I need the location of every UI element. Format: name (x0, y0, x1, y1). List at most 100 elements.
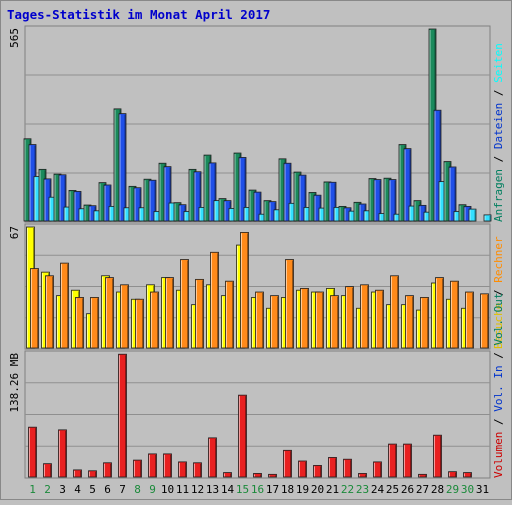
bar-rechner-day-5-face (90, 297, 99, 349)
panel-1: 565 Anfragen / Dateien / Seiten (8, 25, 505, 223)
bar-dateien-day-8-face (133, 187, 142, 222)
bar-rechner-day-21-face (330, 295, 339, 349)
bar-rechner-day-17 (270, 295, 279, 349)
panel-1-legend-text: Anfragen / Dateien / Seiten (492, 43, 505, 222)
bar-volumen-day-8-face (133, 459, 142, 478)
bar-rechner-day-8 (135, 298, 144, 349)
bar-rechner-day-28-face (435, 277, 444, 349)
bar-volumen-day-2-face (43, 463, 52, 478)
x-tick-label-24: 24 (371, 483, 385, 496)
panel-2-legend: Besuche / Rechner (492, 236, 505, 349)
bar-volumen-day-4-face (73, 469, 82, 478)
bar-rechner-day-21 (330, 295, 339, 349)
bar-volumen-day-17-face (268, 473, 277, 478)
bar-rechner-day-27-face (420, 297, 429, 349)
bar-rechner-day-15 (240, 232, 249, 349)
bar-rechner-day-3-face (60, 262, 69, 349)
x-tick-label-13: 13 (206, 483, 219, 496)
bar-rechner-day-16 (255, 291, 264, 349)
chart-panels: 565 Anfragen / Dateien / Seiten 67 Besuche … (8, 25, 505, 479)
bar-rechner-day-18-face (285, 259, 294, 349)
bar-volumen-day-21-face (328, 457, 337, 478)
bar-dateien-day-26-face (403, 148, 412, 222)
legend-separator: / (492, 346, 505, 366)
bar-seiten-day-31-face (483, 214, 492, 222)
panel-1-max-label: 565 (8, 28, 21, 48)
bar-rechner-day-28 (435, 277, 444, 349)
bar-rechner-day-19-face (300, 288, 309, 349)
bar-volumen-day-14-face (223, 472, 232, 478)
x-tick-label-23: 23 (356, 483, 369, 496)
bar-volumen-day-29-face (448, 471, 457, 478)
bar-volumen-day-23-face (358, 473, 367, 478)
bar-rechner-day-30 (465, 291, 474, 349)
x-tick-label-25: 25 (386, 483, 399, 496)
bar-dateien-day-15-face (238, 157, 247, 222)
bar-volumen-day-27 (418, 473, 427, 478)
legend-item-rechner: Rechner (492, 236, 505, 283)
legend-separator: / (492, 412, 505, 432)
bar-rechner-day-15-face (240, 232, 249, 349)
bar-rechner-day-10 (165, 277, 174, 349)
legend-item-volout: Vol. Out (492, 293, 505, 346)
bar-volumen-day-14 (223, 472, 232, 478)
x-tick-label-31: 31 (476, 483, 489, 496)
bar-seiten-day-31 (483, 214, 492, 222)
x-tick-label-7: 7 (119, 483, 126, 496)
bar-rechner-day-7 (120, 284, 129, 349)
bar-volumen-day-22-face (343, 458, 352, 478)
bar-volumen-day-9-face (148, 453, 157, 478)
x-tick-label-18: 18 (281, 483, 294, 496)
legend-separator: / (492, 149, 505, 169)
bar-rechner-day-6-face (105, 277, 114, 349)
bar-dateien-day-3-face (58, 174, 67, 222)
x-tick-label-8: 8 (134, 483, 141, 496)
bar-rechner-day-22 (345, 286, 354, 349)
bar-volumen-day-20-face (313, 465, 322, 478)
legend-item-seiten: Seiten (492, 43, 505, 83)
legend-separator: / (492, 83, 505, 103)
x-tick-label-21: 21 (326, 483, 339, 496)
bar-volumen-day-12 (193, 462, 202, 478)
bar-volumen-day-3-face (58, 429, 67, 478)
bar-dateien-day-13-face (208, 162, 217, 222)
bar-volumen-day-19-face (298, 460, 307, 478)
legend-item-besuche: Besuche (492, 303, 505, 349)
x-tick-label-6: 6 (104, 483, 111, 496)
bar-volumen-day-29 (448, 471, 457, 478)
bar-rechner-day-11 (180, 259, 189, 349)
bar-rechner-day-13-face (210, 251, 219, 349)
bar-dateien-day-6-face (103, 184, 112, 222)
bar-rechner-day-9-face (150, 291, 159, 349)
bar-rechner-day-29-face (450, 280, 459, 349)
bar-rechner-day-11-face (180, 259, 189, 349)
bar-volumen-day-3 (58, 429, 67, 478)
bar-rechner-day-24-face (375, 289, 384, 349)
bar-rechner-day-9 (150, 291, 159, 349)
bar-rechner-day-25-face (390, 275, 399, 349)
x-tick-label-11: 11 (176, 483, 189, 496)
bar-volumen-day-18 (283, 449, 292, 478)
bar-volumen-day-9 (148, 453, 157, 478)
bar-volumen-day-19 (298, 460, 307, 478)
bar-volumen-day-30-face (463, 472, 472, 478)
bar-dateien-day-21-face (328, 181, 337, 222)
bar-volumen-day-22 (343, 458, 352, 478)
x-tick-label-3: 3 (59, 483, 66, 496)
bar-rechner-day-12-face (195, 278, 204, 349)
bar-rechner-day-3 (60, 262, 69, 349)
x-tick-label-12: 12 (191, 483, 204, 496)
legend-item-volin: Vol. In (492, 365, 505, 411)
x-tick-label-22: 22 (341, 483, 354, 496)
bar-volumen-day-17 (268, 473, 277, 478)
bar-volumen-day-21 (328, 457, 337, 478)
bar-volumen-day-24-face (373, 461, 382, 478)
bar-dateien-day-7-face (118, 113, 127, 222)
x-tick-label-2: 2 (44, 483, 51, 496)
bar-dateien-day-4-face (73, 191, 82, 222)
bar-rechner-day-1 (30, 268, 39, 349)
bar-volumen-day-6 (103, 462, 112, 478)
legend-separator: / (492, 283, 505, 303)
x-tick-label-1: 1 (29, 483, 36, 496)
